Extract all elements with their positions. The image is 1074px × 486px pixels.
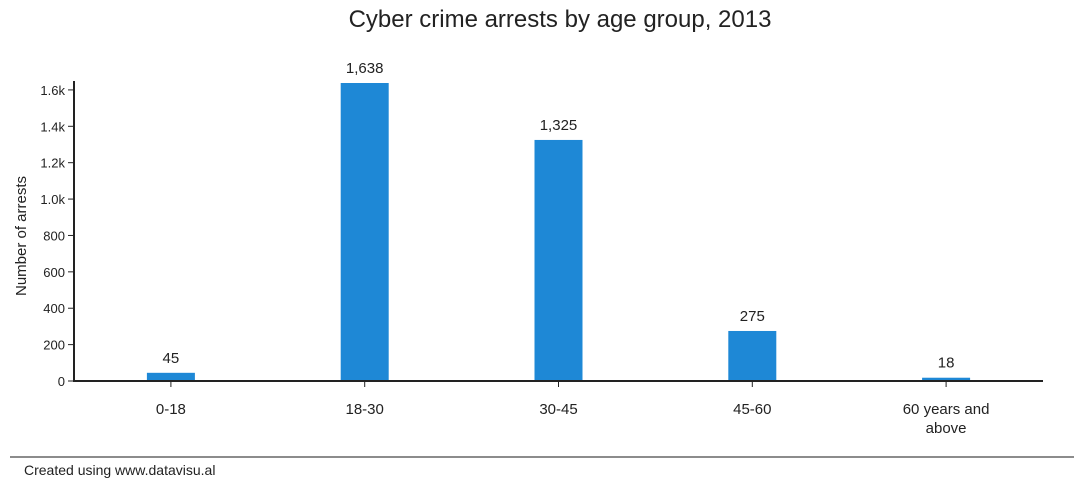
bar: [340, 83, 389, 381]
footer-divider: [10, 456, 1074, 458]
bar-value-label: 275: [740, 308, 765, 325]
x-tick-label: 0-18: [156, 401, 186, 418]
y-tick-label: 200: [43, 338, 65, 353]
x-tick-label: 45-60: [733, 401, 771, 418]
bar-value-label: 1,325: [540, 117, 578, 134]
bar-value-label: 45: [163, 350, 180, 367]
y-axis-ticks: 0 200 400 600 800 1.0k 1.2k 1.4k 1.6k: [40, 83, 74, 389]
y-tick-label: 1.0k: [40, 192, 65, 207]
x-tick-label: 60 years and above: [903, 401, 990, 437]
bar: [922, 377, 971, 381]
y-tick-label: 1.4k: [40, 119, 65, 134]
y-tick-label: 1.6k: [40, 83, 65, 98]
bar-value-labels: 45 1,638 1,325 275 18: [163, 60, 955, 372]
y-tick-label: 800: [43, 228, 65, 243]
bar: [146, 372, 195, 381]
x-tick-label: 18-30: [346, 401, 384, 418]
y-tick-label: 0: [58, 374, 65, 389]
y-tick-label: 600: [43, 265, 65, 280]
x-tick-label: 30-45: [539, 401, 577, 418]
bar-series: [146, 83, 971, 381]
y-tick-label: 400: [43, 301, 65, 316]
y-tick-label: 1.2k: [40, 156, 65, 171]
bar-value-label: 18: [938, 355, 955, 372]
y-axis-label: Number of arrests: [13, 176, 30, 296]
chart-title: Cyber crime arrests by age group, 2013: [349, 6, 772, 33]
bar: [534, 139, 583, 381]
footer-credit: Created using www.datavisu.al: [24, 462, 216, 478]
bar: [728, 330, 777, 381]
x-axis-ticks: 0-18 18-30 30-45 45-60 60 years and above: [156, 381, 990, 437]
bar-value-label: 1,638: [346, 60, 384, 77]
